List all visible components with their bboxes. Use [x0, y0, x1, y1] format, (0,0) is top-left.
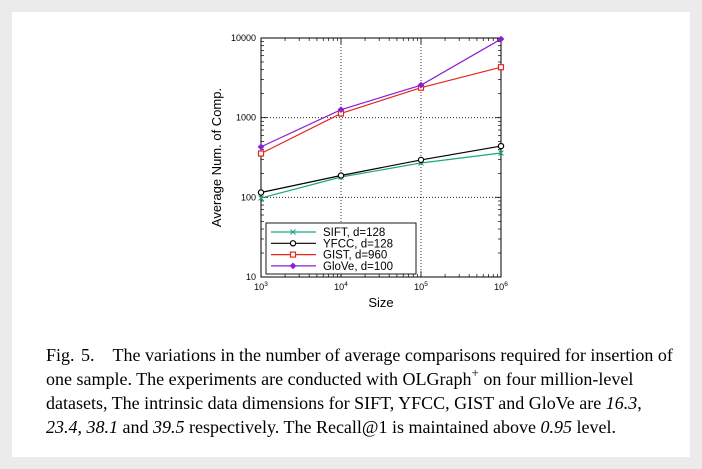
y-tick-label: 100 — [241, 192, 256, 202]
x-tick-label: 106 — [494, 281, 508, 292]
data-point — [497, 142, 505, 150]
plot-frame — [260, 37, 502, 278]
data-point — [337, 172, 345, 179]
caption-text-4: level. — [571, 417, 616, 437]
data-point — [417, 81, 425, 89]
data-point — [498, 150, 504, 156]
caption-dim-glove: 39.5 — [153, 417, 185, 437]
data-point — [258, 195, 264, 201]
caption-text-3: respectively. The Recall@1 is maintained… — [184, 417, 541, 437]
figure-caption: Fig. 5. The variations in the number of … — [46, 343, 682, 439]
figure-card: 10 100 1000 10000 103 104 105 106 Size Average Nu… — [12, 12, 690, 457]
data-point — [257, 143, 265, 151]
legend-swatch-marker — [289, 251, 297, 258]
legend-label: SIFT, d=128 — [323, 227, 385, 239]
series-3 — [257, 35, 505, 151]
data-point — [257, 150, 265, 157]
series-2 — [257, 64, 505, 157]
series-line — [260, 152, 502, 199]
caption-dim-gist: 38.1 — [86, 417, 119, 437]
legend-label: GIST, d=960 — [323, 250, 387, 262]
series-line — [260, 66, 502, 155]
y-tick-label: 10000 — [231, 33, 256, 43]
caption-text-1: The variations in the number of average … — [46, 345, 673, 389]
caption-sep-3: and — [118, 417, 153, 437]
y-axis-label: Average Num. of Comp. — [209, 88, 224, 227]
legend-swatch-marker — [289, 240, 297, 247]
caption-superscript: + — [471, 365, 479, 380]
x-tick-label: 104 — [334, 281, 348, 292]
legend-label: YFCC, d=128 — [323, 238, 393, 250]
caption-label: Fig. 5. — [46, 345, 95, 365]
data-point — [497, 35, 505, 43]
line-chart: 10 100 1000 10000 103 104 105 106 Size Average Nu… — [209, 33, 508, 310]
series-line — [260, 145, 502, 194]
x-tick-label: 105 — [414, 281, 428, 292]
legend-swatch-marker-stroke — [290, 229, 296, 235]
y-tick-label: 1000 — [236, 113, 256, 123]
x-tick-label: 103 — [254, 281, 268, 292]
x-axis-label: Size — [368, 295, 393, 310]
caption-recall-level: 0.95 — [540, 417, 572, 437]
series-line — [260, 38, 502, 148]
caption-sep-1: , — [637, 393, 642, 413]
caption-dim-yfcc: 23.4 — [46, 417, 78, 437]
legend-label: GloVe, d=100 — [323, 261, 393, 273]
series-0 — [258, 150, 504, 201]
y-tick-label: 10 — [246, 272, 256, 282]
caption-dim-sift: 16.3 — [605, 393, 638, 413]
data-point — [337, 106, 345, 114]
data-point-stroke — [498, 150, 504, 156]
caption-sep-2: , — [77, 417, 87, 437]
series-1 — [257, 142, 505, 196]
caption-text-2: on four million-level datasets, The intr… — [46, 369, 634, 413]
data-point — [497, 64, 505, 71]
legend-swatch-marker — [289, 262, 297, 270]
legend-swatch-marker — [290, 229, 296, 235]
data-point-stroke — [258, 195, 264, 201]
data-point — [257, 189, 265, 196]
data-point — [417, 156, 425, 164]
